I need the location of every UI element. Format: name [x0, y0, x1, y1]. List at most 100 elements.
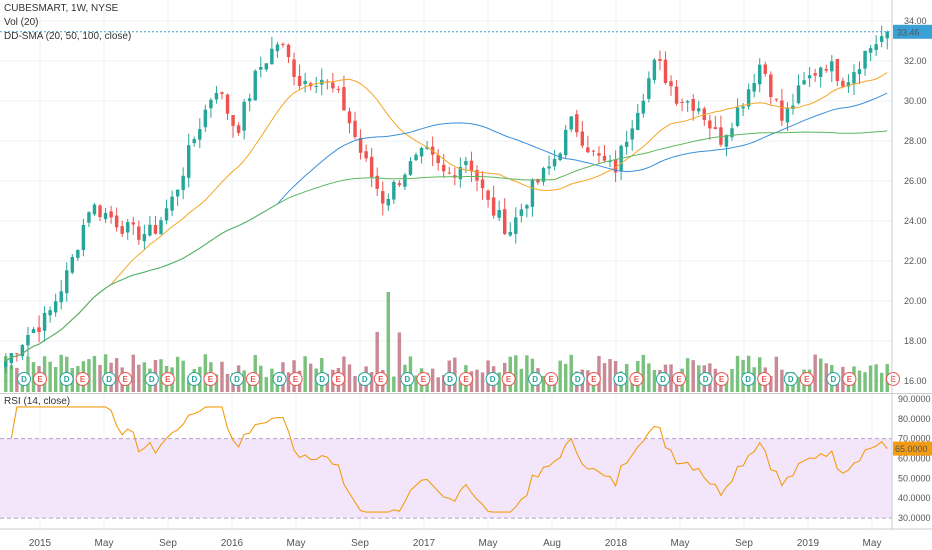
candle-body	[480, 179, 485, 189]
dividend-badge[interactable]: D	[144, 372, 159, 386]
dividend-badge[interactable]: D	[357, 372, 372, 386]
earnings-badge[interactable]: E	[757, 372, 772, 386]
volume-bar	[53, 366, 58, 392]
candle-body	[624, 141, 629, 147]
candle-body	[31, 329, 36, 334]
candle-body	[586, 147, 590, 153]
volume-bar	[308, 363, 313, 392]
candle-body	[353, 120, 357, 138]
dividend-badge[interactable]: D	[315, 372, 330, 386]
dividend-badge[interactable]: D	[272, 372, 287, 386]
candle-body	[98, 205, 102, 218]
volume-bar	[458, 377, 463, 392]
candle-body	[575, 114, 579, 133]
candle-body	[364, 151, 368, 159]
candle-body	[636, 112, 640, 130]
earnings-badge[interactable]: E	[75, 372, 90, 386]
candle-body	[746, 89, 751, 107]
dividend-badge[interactable]: D	[826, 372, 841, 386]
dividend-badge[interactable]: D	[570, 372, 585, 386]
earnings-badge[interactable]: E	[416, 372, 431, 386]
candle-body	[830, 61, 834, 72]
rsi-legend[interactable]: RSI (14, close)	[4, 396, 71, 407]
candle-body	[131, 222, 135, 225]
dividend-badge-label: D	[21, 375, 27, 384]
dividend-badge[interactable]: D	[656, 372, 670, 386]
candle-body	[336, 88, 341, 90]
volume-bar	[4, 356, 8, 392]
earnings-badge-label: E	[378, 375, 384, 384]
earnings-badge[interactable]: E	[203, 372, 218, 386]
dividend-badge[interactable]: D	[400, 372, 415, 386]
candle-body	[536, 178, 540, 183]
earnings-badge-circle	[459, 372, 473, 386]
earnings-badge[interactable]: E	[118, 372, 133, 386]
candle-body	[403, 174, 407, 187]
earnings-badge[interactable]: E	[714, 372, 729, 386]
price-tick-label: 20.00	[904, 296, 927, 306]
dividend-badge[interactable]: D	[187, 372, 202, 386]
rsi-line-path	[10, 406, 888, 513]
earnings-badge[interactable]: E	[331, 372, 346, 386]
candle-body	[569, 116, 573, 130]
earnings-badge[interactable]: E	[459, 372, 473, 386]
rsi-tick-label: 60.0000	[898, 454, 931, 464]
symbol-legend[interactable]: CUBESMART, 1W, NYSE	[4, 3, 119, 14]
dividend-badge[interactable]: D	[230, 372, 244, 386]
candle-body	[530, 179, 535, 207]
candle-body	[591, 150, 596, 152]
volume-bar	[386, 292, 391, 392]
dividend-badge[interactable]: D	[59, 372, 74, 386]
dividend-badge[interactable]: D	[17, 372, 31, 386]
earnings-badge[interactable]: E	[842, 372, 857, 386]
dividend-badge[interactable]: D	[741, 372, 756, 386]
candle-body	[580, 131, 585, 146]
dividend-badge-label: D	[532, 375, 538, 384]
dividend-badge-label: D	[660, 375, 666, 384]
earnings-badge[interactable]: E	[33, 372, 47, 386]
candle-body	[885, 31, 889, 39]
candle-body	[863, 50, 867, 69]
earnings-badge-label: E	[549, 375, 555, 384]
axes	[0, 0, 932, 530]
candle-body	[386, 198, 391, 206]
dividend-badge[interactable]: D	[102, 372, 117, 386]
time-tick-label: Sep	[735, 538, 753, 549]
dividend-badge[interactable]: D	[698, 372, 713, 386]
volume-bar	[353, 375, 357, 392]
earnings-badge[interactable]: E	[373, 372, 388, 386]
earnings-badge[interactable]: E	[799, 372, 814, 386]
earnings-badge[interactable]: E	[586, 372, 601, 386]
price-tick-label: 18.00	[904, 336, 927, 346]
dividend-badge-circle	[698, 372, 713, 386]
earnings-badge-label: E	[250, 375, 256, 384]
earnings-badge-label: E	[80, 375, 86, 384]
earnings-badge[interactable]: E	[501, 372, 516, 386]
dividend-badge[interactable]: D	[783, 372, 798, 386]
earnings-badge[interactable]: E	[544, 372, 559, 386]
earnings-badge[interactable]: E	[160, 372, 175, 386]
candle-body	[92, 204, 97, 215]
candle-body	[608, 161, 612, 163]
dividend-badge[interactable]: D	[528, 372, 543, 386]
dividend-badge[interactable]: D	[613, 372, 628, 386]
dividend-badge-label: D	[703, 375, 709, 384]
earnings-badge[interactable]: E	[246, 372, 260, 386]
volume-bar	[497, 372, 501, 392]
earnings-badge-label: E	[208, 375, 214, 384]
sma-legend[interactable]: DD-SMA (20, 50, 100, close)	[4, 31, 132, 42]
volume-bar	[669, 364, 673, 392]
earnings-badge[interactable]: E	[629, 372, 644, 386]
candle-body	[724, 134, 729, 147]
earnings-badge[interactable]: E	[288, 372, 303, 386]
earnings-badge[interactable]: E	[672, 372, 686, 386]
candle-body	[464, 161, 468, 166]
candle-body	[879, 36, 884, 42]
dividend-badge[interactable]: D	[485, 372, 500, 386]
candle-body	[286, 44, 291, 58]
dividend-badge[interactable]: D	[443, 372, 457, 386]
volume-bar	[541, 375, 546, 392]
volume-legend[interactable]: Vol (20)	[4, 17, 39, 28]
